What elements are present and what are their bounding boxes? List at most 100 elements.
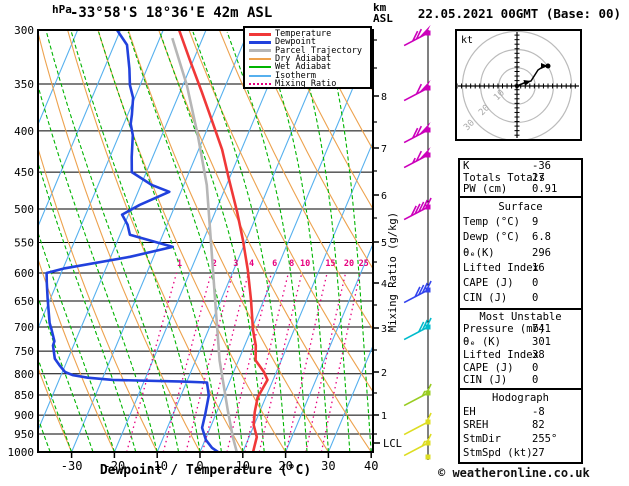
legend-line-sample (249, 66, 271, 69)
mixing-ratio-labels: 1 2 3 4 6 8 10 15 20 25 (177, 259, 369, 269)
svg-text:6: 6 (381, 191, 387, 202)
wind-barb (403, 280, 432, 304)
svg-text:-10: -10 (146, 459, 168, 473)
mixing-ratio-lines (126, 272, 361, 451)
index-row: θₑ(K) 296 (463, 246, 581, 259)
index-label: Temp (°C) (463, 216, 520, 229)
legend-item-label: Wet Adiabat (275, 62, 332, 73)
index-label: Dewp (°C) (463, 231, 520, 244)
index-value: 6.8 (532, 231, 551, 244)
indices-section-title: Most Unstable (479, 310, 562, 323)
index-label: Pressure (mb) (463, 323, 546, 336)
index-value: 9 (532, 216, 539, 229)
legend-line-sample (249, 74, 271, 77)
index-value: 0 (532, 361, 539, 374)
wind-barb (425, 454, 431, 460)
legend-item: Mixing Ratio (249, 80, 370, 88)
index-label: Lifted Index (463, 261, 539, 274)
svg-text:2: 2 (212, 259, 217, 269)
legend-line-sample (249, 32, 271, 36)
index-value: 301 (532, 336, 551, 349)
legend-line-sample (249, 49, 271, 53)
svg-text:25: 25 (359, 259, 369, 269)
index-row: SREH 82 (463, 420, 581, 431)
wind-barb (403, 383, 432, 407)
temperature-axis-label: Dewpoint / Temperature (°C) (99, 463, 312, 478)
svg-text:600: 600 (14, 267, 34, 280)
index-label: CAPE (J) (463, 361, 514, 374)
svg-text:450: 450 (14, 166, 34, 179)
index-label: PW (cm) (463, 183, 508, 196)
legend-item: Wet Adiabat (249, 62, 370, 73)
svg-text:1000: 1000 (8, 446, 35, 459)
svg-text:500: 500 (14, 203, 34, 216)
indices-section: K -36 Totals Totals 27 PW (cm) 0.91 (458, 158, 583, 198)
wind-barb (403, 146, 431, 169)
mixing-ratio-axis-label: Mixing Ratio (g/kg) (387, 212, 399, 332)
wind-barb (403, 121, 431, 144)
svg-text:-20: -20 (104, 459, 126, 473)
index-value: 296 (532, 246, 551, 259)
svg-text:-30: -30 (61, 459, 83, 473)
index-value: -36 (532, 159, 551, 172)
index-value: 0.91 (532, 183, 558, 196)
svg-text:30: 30 (321, 459, 335, 473)
svg-text:5: 5 (381, 238, 387, 249)
legend-item: Dewpoint (249, 37, 370, 48)
plot-frame (37, 29, 374, 453)
svg-text:8: 8 (289, 259, 294, 269)
legend-item: Dry Adiabat (249, 55, 370, 63)
height-axis-unit-km: km (373, 1, 387, 14)
run-datetime: 22.05.2021 00GMT (Base: 00) (417, 6, 622, 21)
index-row: Totals Totals 27 (463, 172, 581, 184)
svg-text:10: 10 (300, 259, 310, 269)
index-label: EH (463, 405, 476, 418)
svg-text:800: 800 (14, 368, 34, 381)
index-value: 0 (532, 291, 539, 304)
svg-text:LCL: LCL (383, 438, 402, 450)
svg-text:10: 10 (236, 459, 250, 473)
svg-text:0: 0 (196, 459, 203, 473)
index-value: 16 (532, 261, 545, 274)
plot-area: 1 2 3 4 6 8 10 15 20 25 (39, 31, 372, 451)
svg-text:4: 4 (249, 259, 254, 269)
index-value: 27 (532, 447, 545, 460)
svg-text:7: 7 (381, 144, 387, 155)
pressure-axis-unit: hPa (52, 3, 72, 16)
index-row: Dewp (°C) 6.8 (463, 232, 581, 243)
svg-text:650: 650 (14, 295, 34, 308)
index-value: 82 (532, 419, 545, 432)
svg-text:1: 1 (177, 259, 182, 269)
pressure-gridlines (39, 83, 372, 435)
wind-barb (403, 79, 431, 102)
legend-item-label: Parcel Trajectory (275, 45, 362, 56)
svg-text:700: 700 (14, 321, 34, 334)
svg-text:3: 3 (233, 259, 238, 269)
legend-item-label: Dry Adiabat (275, 54, 332, 65)
svg-text:900: 900 (14, 409, 34, 422)
svg-text:8: 8 (381, 92, 387, 103)
legend-item-label: Dewpoint (275, 37, 316, 48)
legend-line-sample (249, 58, 271, 61)
svg-text:400: 400 (14, 125, 34, 138)
legend-item-label: Mixing Ratio (275, 78, 337, 89)
copyright: © weatheronline.co.uk (438, 466, 590, 480)
indices-section-title: Surface (498, 201, 543, 214)
legend-line-sample (249, 40, 271, 44)
index-label: Lifted Index (463, 348, 539, 361)
index-label: SREH (463, 419, 489, 432)
station-title: -33°58'S 18°36'E 42m ASL (70, 5, 273, 21)
svg-text:750: 750 (14, 345, 34, 358)
svg-text:1: 1 (381, 411, 387, 422)
height-axis-unit-asl: ASL (373, 12, 393, 25)
legend-item-label: Isotherm (275, 70, 316, 81)
index-row: Lifted Index 16 (463, 261, 581, 274)
index-label: StmSpd (kt) (463, 447, 533, 460)
index-label: CAPE (J) (463, 276, 514, 289)
legend-line-sample (249, 82, 271, 85)
legend-item: Parcel Trajectory (249, 45, 370, 56)
indices-section: Most Unstable Pressure (mb) 741 θₑ (K) 301 Li… (458, 308, 583, 390)
index-label: StmDir (463, 433, 501, 446)
index-row: Temp (°C) 9 (463, 217, 581, 228)
wind-barb-column (403, 24, 432, 460)
